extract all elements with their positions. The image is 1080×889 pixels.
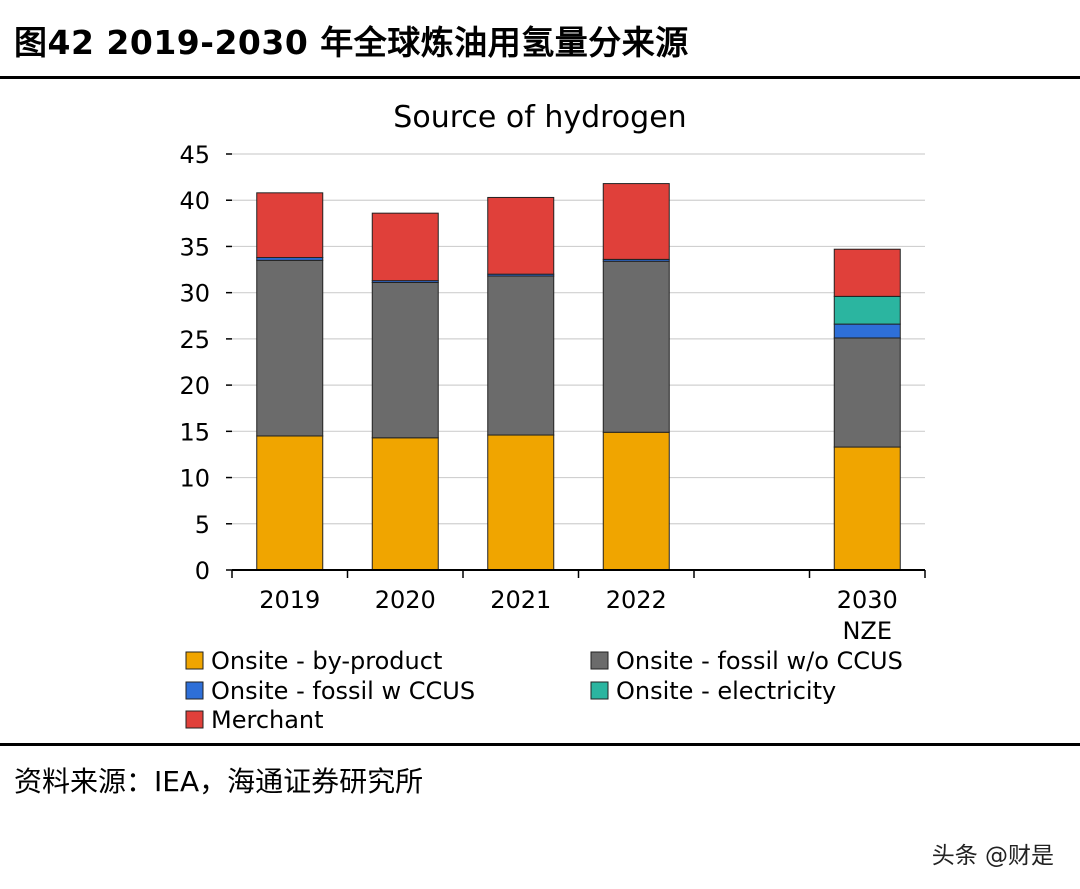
legend-swatch <box>185 710 204 729</box>
bar-segment <box>371 281 439 439</box>
bar-segment <box>256 259 324 437</box>
bar-segment <box>833 323 901 339</box>
legend: Onsite - by-product Onsite - fossil w/o C… <box>185 647 903 734</box>
x-tick-label: NZE <box>842 617 892 645</box>
legend-swatch <box>185 651 204 670</box>
bar-segment <box>833 446 901 571</box>
x-tick-label: 2030 <box>837 586 898 614</box>
bar-segment <box>256 192 324 259</box>
legend-label: Onsite - electricity <box>616 677 836 705</box>
y-tick-label: 30 <box>179 280 210 308</box>
y-tick-label: 45 <box>179 141 210 169</box>
axes: 0 5 10 15 20 25 30 35 40 45 2019 2020 2021 2022 2030 NZ… <box>179 141 926 645</box>
figure-title: 图42 2019-2030 年全球炼油用氢量分来源 <box>14 23 689 62</box>
bar-segment <box>833 295 901 325</box>
bar-segment <box>602 260 670 433</box>
legend-label: Onsite - fossil w CCUS <box>211 677 475 705</box>
top-rule <box>0 76 1080 79</box>
y-tick-label: 25 <box>179 326 210 354</box>
legend-swatch <box>590 651 609 670</box>
x-tick-label: 2021 <box>490 586 551 614</box>
watermark: 头条 @财是 <box>931 843 1054 869</box>
bar-segment <box>371 437 439 571</box>
bar-segment <box>833 248 901 297</box>
y-tick-label: 0 <box>195 557 210 585</box>
x-tick-label: 2022 <box>606 586 667 614</box>
y-tick-label: 35 <box>179 233 210 261</box>
y-tick-label: 10 <box>179 465 210 493</box>
bottom-rule <box>0 743 1080 746</box>
bars <box>256 183 901 571</box>
bar-segment <box>487 275 555 436</box>
legend-label: Onsite - by-product <box>211 647 442 675</box>
bar-segment <box>602 183 670 260</box>
legend-label: Merchant <box>211 706 324 734</box>
x-tick-label: 2020 <box>375 586 436 614</box>
bar-segment <box>833 337 901 448</box>
y-tick-label: 15 <box>179 418 210 446</box>
bar-segment <box>256 435 324 571</box>
legend-swatch <box>185 681 204 700</box>
source-note: 资料来源：IEA，海通证券研究所 <box>14 765 424 798</box>
chart-title: Source of hydrogen <box>393 100 686 135</box>
legend-swatch <box>590 681 609 700</box>
y-tick-label: 5 <box>195 511 210 539</box>
bar-segment <box>487 434 555 571</box>
stacked-bar-chart: Source of hydrogen 0 5 10 15 20 25 30 35 40 45 201… <box>179 100 926 734</box>
y-tick-label: 20 <box>179 372 210 400</box>
x-tick-label: 2019 <box>259 586 320 614</box>
legend-label: Onsite - fossil w/o CCUS <box>616 647 903 675</box>
bar-segment <box>487 196 555 275</box>
y-tick-label: 40 <box>179 187 210 215</box>
bar-segment <box>371 212 439 282</box>
gridlines <box>232 153 925 525</box>
bar-segment <box>602 431 670 571</box>
